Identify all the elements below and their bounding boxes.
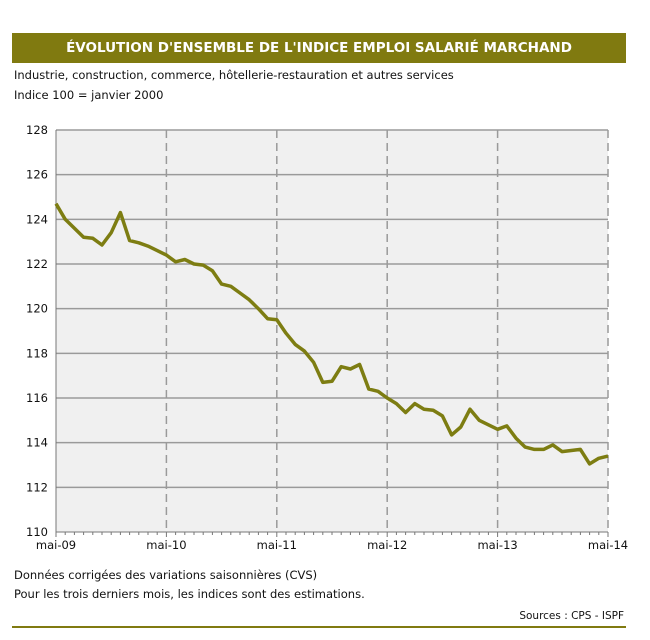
footnote-cvs: Données corrigées des variations saisonn… — [14, 568, 318, 582]
footnote-estimates: Pour les trois derniers mois, les indice… — [14, 587, 365, 601]
x-tick-label: mai-14 — [588, 538, 628, 552]
y-tick-label: 122 — [26, 257, 48, 271]
y-tick-label: 110 — [26, 525, 48, 539]
chart-title: ÉVOLUTION D'ENSEMBLE DE L'INDICE EMPLOI … — [12, 33, 626, 63]
y-tick-label: 118 — [26, 346, 48, 360]
x-tick-label: mai-11 — [257, 538, 297, 552]
y-tick-label: 126 — [26, 168, 48, 182]
y-tick-label: 128 — [26, 123, 48, 137]
bottom-rule — [12, 626, 626, 628]
y-tick-label: 124 — [26, 212, 48, 226]
base-note: Indice 100 = janvier 2000 — [14, 88, 164, 102]
chart-subtitle: Industrie, construction, commerce, hôtel… — [14, 68, 454, 82]
y-tick-label: 120 — [26, 302, 48, 316]
source-note: Sources : CPS - ISPF — [519, 610, 624, 622]
y-tick-label: 116 — [26, 391, 48, 405]
x-tick-label: mai-13 — [477, 538, 517, 552]
x-tick-label: mai-09 — [36, 538, 76, 552]
line-chart: 110 112 114 116 118 120 122 124 126 128 mai-09 mai-… — [26, 123, 628, 552]
x-tick-label: mai-12 — [367, 538, 407, 552]
x-tick-label: mai-10 — [146, 538, 186, 552]
plot-area — [56, 130, 608, 532]
y-tick-label: 112 — [26, 480, 48, 494]
y-tick-label: 114 — [26, 436, 48, 450]
